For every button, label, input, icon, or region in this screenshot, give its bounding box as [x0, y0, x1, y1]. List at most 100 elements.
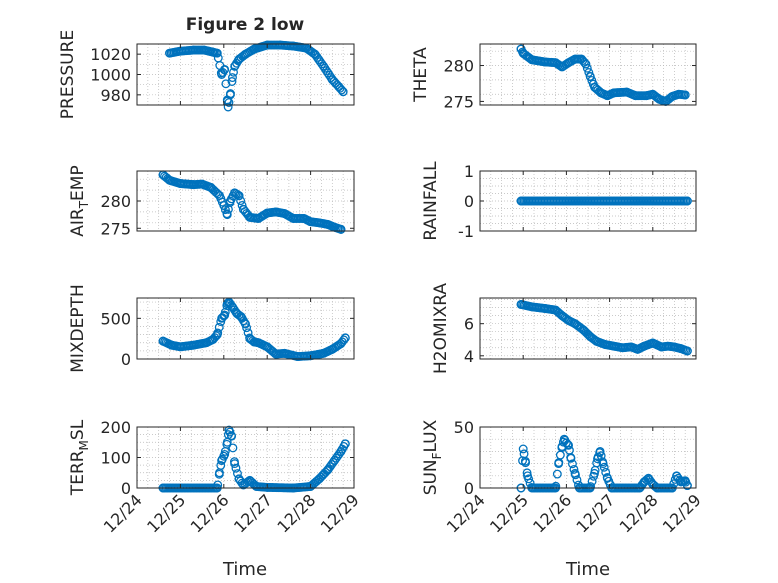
data-point [199, 45, 209, 55]
data-point [165, 48, 174, 58]
data-point [306, 351, 316, 361]
data-point [241, 319, 250, 329]
subplot-h2omixra: 4 6 H2OMIXRA [431, 283, 697, 374]
data-point [622, 87, 632, 97]
data-point [520, 456, 530, 466]
data-point [175, 342, 185, 352]
y-tick-label: 980 [100, 86, 131, 105]
data-point [293, 352, 303, 362]
y-tick-label: 280 [100, 192, 131, 211]
data-point [227, 77, 237, 86]
data-point [227, 431, 237, 441]
axes-box [479, 43, 697, 106]
data-point [618, 343, 628, 353]
data-point [609, 341, 619, 351]
data-point [516, 44, 526, 54]
data-point [676, 477, 686, 487]
data-point [340, 333, 350, 343]
x-axis-label-right: Time [565, 559, 610, 580]
data-point [215, 191, 224, 200]
data-point [236, 312, 246, 322]
series-markers [516, 299, 692, 356]
data-point [225, 90, 235, 100]
data-point [580, 326, 589, 336]
subplot-mixdepth: 0 500 MIXDEPTH [68, 284, 355, 373]
y-tick-label: 275 [443, 92, 474, 111]
data-point [334, 449, 344, 459]
data-point [566, 453, 576, 462]
data-point [313, 475, 323, 485]
data-point [251, 482, 261, 491]
data-point [338, 87, 348, 97]
y-tick-label: 0 [464, 192, 474, 211]
data-point [165, 175, 174, 185]
subplot-theta: 275 280 THETA [411, 43, 697, 111]
y-tick-label: 1 [464, 162, 474, 181]
data-point [518, 48, 528, 58]
data-point [579, 325, 589, 335]
data-point [656, 342, 666, 352]
data-point [262, 342, 272, 352]
axes-box [479, 297, 697, 360]
data-point [540, 303, 550, 313]
data-point [212, 48, 222, 58]
data-point [585, 332, 595, 341]
data-point [319, 61, 329, 71]
y-tick-label: 275 [100, 219, 131, 238]
data-point [231, 463, 241, 473]
y-tick-label: 100 [100, 449, 131, 468]
data-point [222, 210, 232, 220]
data-point [642, 475, 651, 485]
data-point [306, 217, 316, 227]
data-point [584, 68, 594, 77]
y-axis-label: MIXDEPTH [68, 284, 88, 373]
y-tick-label: 280 [443, 57, 474, 76]
data-point [242, 323, 252, 333]
data-point [601, 467, 611, 477]
data-point [314, 218, 324, 228]
data-point [236, 196, 246, 206]
data-point [188, 45, 198, 55]
data-point [527, 302, 537, 312]
data-point [208, 335, 218, 344]
data-point [648, 338, 658, 348]
data-point [334, 82, 344, 92]
data-point [663, 341, 673, 351]
data-point [310, 49, 320, 59]
data-point [682, 346, 692, 356]
data-point [317, 59, 327, 69]
series-markers [165, 40, 348, 112]
data-point [540, 57, 550, 67]
data-point [592, 458, 602, 468]
y-tick-label: -1 [458, 222, 474, 241]
data-point [228, 443, 238, 453]
series-markers [516, 196, 692, 206]
data-point [206, 182, 216, 192]
data-point [208, 47, 218, 57]
data-point [523, 471, 532, 481]
data-point [213, 480, 223, 490]
data-point [564, 440, 574, 450]
y-axis-label: H2OMIXRA [431, 283, 451, 374]
data-point [569, 464, 579, 474]
data-point [241, 49, 250, 59]
data-point [210, 333, 220, 342]
data-point [197, 179, 207, 189]
data-point [551, 305, 561, 315]
data-point [336, 446, 346, 456]
grid-lines [479, 44, 697, 105]
y-tick-label: 200 [100, 418, 131, 437]
data-point [230, 459, 240, 469]
data-point [280, 209, 290, 218]
data-point [595, 446, 605, 456]
data-point [158, 336, 168, 346]
data-point [648, 89, 658, 99]
data-point [280, 348, 290, 358]
data-point [590, 468, 599, 478]
y-tick-label: 500 [100, 309, 131, 328]
data-point [233, 469, 242, 478]
data-point [230, 61, 240, 71]
data-point [320, 63, 330, 73]
data-point [600, 340, 610, 350]
